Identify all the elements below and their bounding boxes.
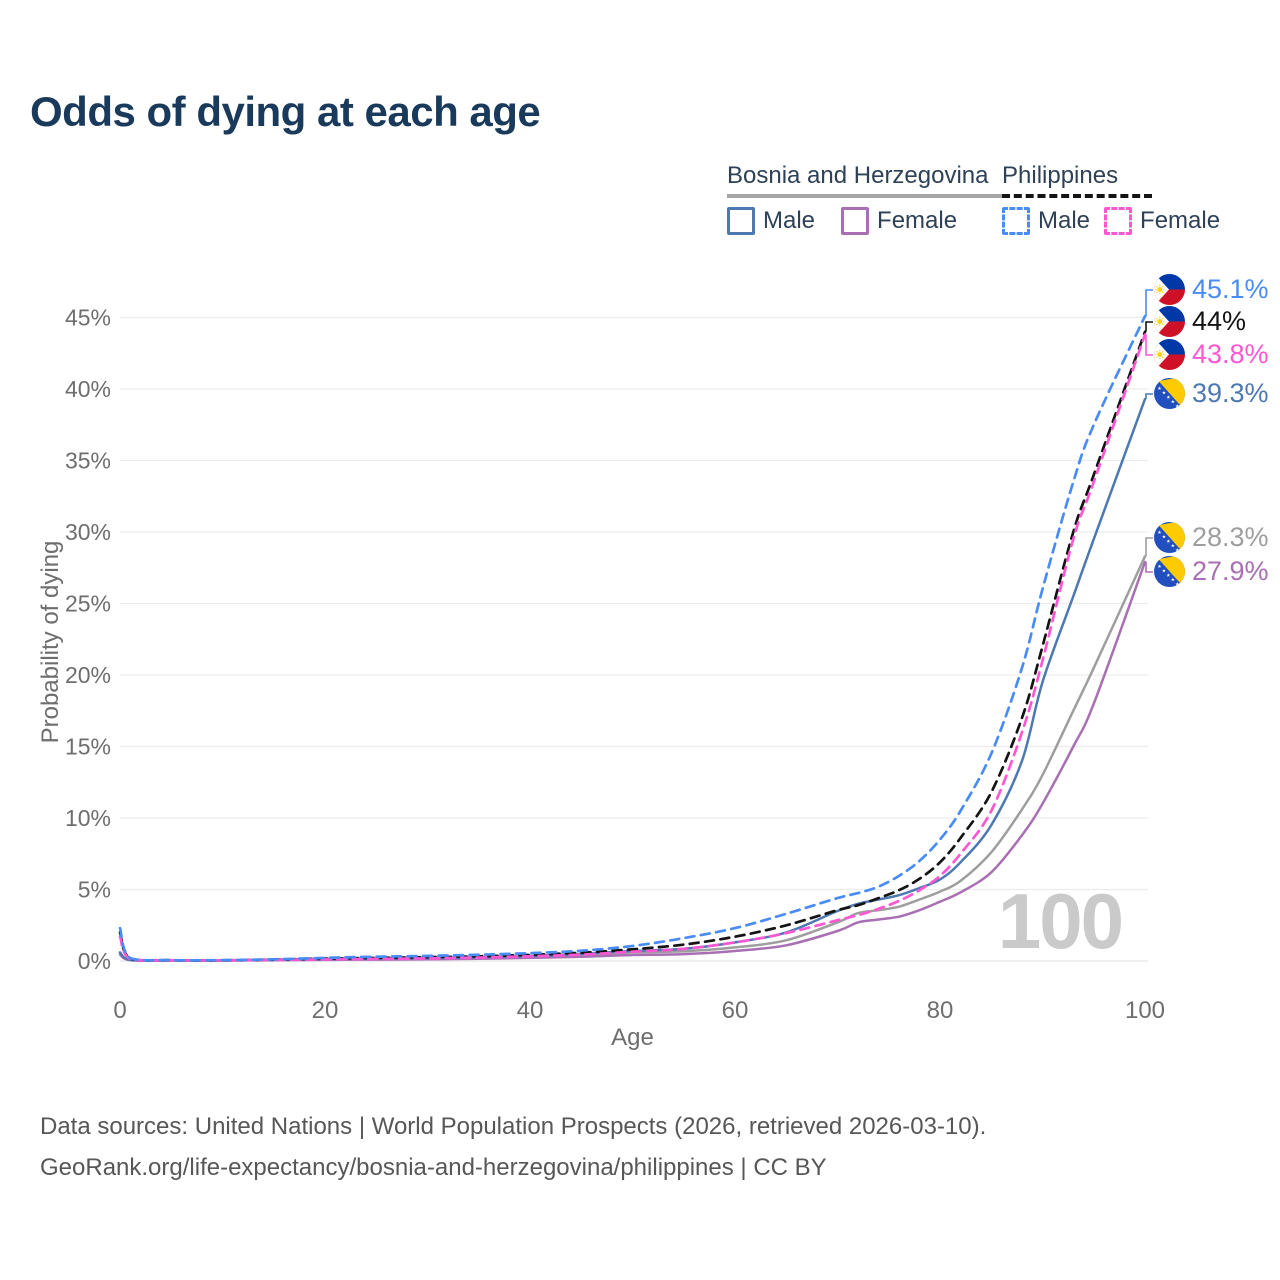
- y-tick-label: 30%: [65, 519, 111, 545]
- y-axis-title: Probability of dying: [37, 540, 64, 744]
- series-end-label[interactable]: 44%: [1154, 306, 1246, 337]
- line-style-swatch-icon: [841, 207, 870, 235]
- footer-url: GeoRank.org/life-expectancy/bosnia-and-h…: [40, 1154, 827, 1181]
- x-tick-label: 100: [1125, 997, 1165, 1024]
- y-tick-label: 10%: [65, 805, 111, 831]
- line-style-swatch-icon: [1002, 207, 1030, 235]
- y-tick-label: 0%: [78, 948, 111, 974]
- series-connector: [1145, 537, 1153, 557]
- legend-group-philippines: Philippines Male Female: [1002, 162, 1220, 235]
- series-line-philippines-both[interactable]: [118, 330, 1147, 962]
- gridlines: [120, 316, 1148, 962]
- series-connector: [1145, 321, 1153, 332]
- legend-item-label: Female: [877, 207, 958, 234]
- x-tick-label: 20: [312, 997, 339, 1024]
- legend-item-philippines-female[interactable]: Female: [1104, 207, 1220, 235]
- legend-group-label[interactable]: Bosnia and Herzegovina: [727, 162, 989, 189]
- legend-group-bosnia: Bosnia and Herzegovina Male Female: [727, 162, 1002, 235]
- philippines-flag-icon: [1154, 306, 1185, 337]
- philippines-flag-icon: [1154, 339, 1185, 370]
- series-connectors: [1145, 289, 1153, 573]
- y-tick-label: 20%: [65, 662, 111, 688]
- y-tick-label: 15%: [65, 734, 111, 760]
- legend-item-label: Female: [1140, 207, 1221, 234]
- line-style-swatch-icon: [1104, 207, 1133, 235]
- series-line-bosnia-and-herzegovina-both[interactable]: [118, 555, 1147, 962]
- legend-underline-dashed-icon: [1002, 194, 1152, 198]
- series-line-philippines-male[interactable]: [118, 314, 1147, 962]
- legend-item-bosnia-female[interactable]: Female: [841, 207, 957, 235]
- x-axis-title: Age: [611, 1024, 654, 1051]
- legend-item-label: Male: [763, 207, 816, 234]
- series-connector: [1145, 393, 1153, 399]
- legend-item-philippines-male[interactable]: Male: [1002, 207, 1090, 235]
- series-end-label[interactable]: 45.1%: [1154, 274, 1269, 305]
- end-label-value: 43.8%: [1192, 339, 1269, 369]
- philippines-flag-icon: [1154, 274, 1185, 305]
- watermark-age-counter: 100: [997, 877, 1124, 965]
- x-tick-label: 80: [927, 997, 954, 1024]
- legend-group-label[interactable]: Philippines: [1002, 162, 1119, 189]
- end-label-value: 28.3%: [1192, 522, 1269, 552]
- legend-underline-solid-icon: [727, 194, 1002, 198]
- series-end-label[interactable]: 39.3%: [1154, 378, 1269, 409]
- end-label-value: 27.9%: [1192, 556, 1269, 586]
- y-tick-label: 35%: [65, 448, 111, 474]
- y-tick-label: 45%: [65, 305, 111, 331]
- y-tick-label: 40%: [65, 376, 111, 402]
- end-label-value: 39.3%: [1192, 378, 1269, 408]
- series-end-label[interactable]: 28.3%: [1154, 522, 1269, 553]
- end-label-value: 44%: [1192, 306, 1247, 336]
- line-style-swatch-icon: [727, 207, 755, 235]
- series-line-bosnia-and-herzegovina-male[interactable]: [118, 397, 1147, 962]
- footer: Data sources: United Nations | World Pop…: [40, 1106, 986, 1188]
- x-tick-label: 0: [113, 997, 126, 1024]
- bosnia-flag-icon: [1154, 522, 1185, 553]
- tick-labels: 0% 5% 10% 15% 20% 25% 30% 35% 40% 45% 0 20 40 60 80 100: [65, 305, 1165, 1025]
- series-curves: [118, 314, 1147, 962]
- series-line-philippines-female[interactable]: [118, 333, 1147, 962]
- page-title: Odds of dying at each age: [30, 88, 541, 135]
- series-connector: [1145, 334, 1153, 356]
- bosnia-flag-icon: [1154, 556, 1185, 587]
- series-end-label[interactable]: 27.9%: [1154, 556, 1269, 587]
- legend-item-bosnia-male[interactable]: Male: [727, 207, 815, 235]
- y-tick-label: 25%: [65, 591, 111, 617]
- series-connector: [1145, 289, 1153, 317]
- series-connector: [1145, 562, 1153, 573]
- x-tick-label: 40: [517, 997, 544, 1024]
- legend-item-label: Male: [1038, 207, 1091, 234]
- x-tick-label: 60: [722, 997, 749, 1024]
- footer-sources: Data sources: United Nations | World Pop…: [40, 1113, 987, 1140]
- series-line-bosnia-and-herzegovina-female[interactable]: [118, 560, 1147, 962]
- y-tick-label: 5%: [78, 877, 111, 903]
- bosnia-flag-icon: [1154, 378, 1185, 409]
- end-label-value: 45.1%: [1192, 274, 1269, 304]
- series-end-label[interactable]: 43.8%: [1154, 339, 1269, 370]
